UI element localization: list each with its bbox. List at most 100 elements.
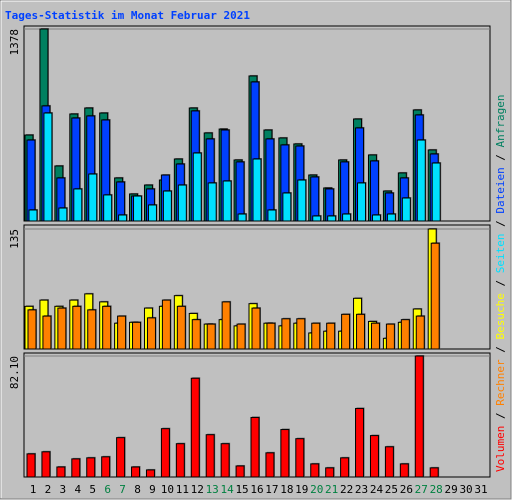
bar bbox=[384, 446, 394, 478]
x-tick-label: 2 bbox=[45, 483, 52, 496]
bar bbox=[310, 463, 320, 478]
bar bbox=[250, 416, 260, 478]
bar bbox=[401, 197, 411, 222]
bar bbox=[355, 407, 365, 478]
y-tick-label: 135 bbox=[8, 229, 21, 249]
bar bbox=[251, 307, 261, 350]
x-tick-label: 18 bbox=[280, 483, 293, 496]
x-tick-label: 7 bbox=[119, 483, 126, 496]
legend-entry: Seiten bbox=[494, 234, 507, 274]
bar bbox=[191, 319, 201, 350]
bar bbox=[147, 204, 157, 222]
bar bbox=[86, 457, 96, 478]
bar bbox=[26, 139, 36, 222]
bar bbox=[73, 188, 83, 222]
bar bbox=[340, 457, 350, 478]
bar bbox=[103, 194, 113, 222]
bar bbox=[221, 301, 231, 350]
y-tick-label: 82.10 bbox=[8, 356, 21, 389]
bar bbox=[340, 161, 350, 222]
bar bbox=[118, 214, 128, 222]
bar bbox=[101, 456, 111, 478]
legend-separator: / bbox=[494, 340, 507, 360]
x-tick-label: 16 bbox=[250, 483, 263, 496]
bar bbox=[132, 321, 142, 350]
bar bbox=[235, 465, 245, 478]
bar bbox=[190, 377, 200, 478]
bar bbox=[43, 112, 53, 222]
bar bbox=[280, 429, 290, 478]
bar bbox=[116, 437, 126, 478]
x-tick-label: 6 bbox=[104, 483, 111, 496]
bar bbox=[399, 463, 409, 478]
bar bbox=[131, 466, 141, 478]
bar bbox=[145, 469, 155, 478]
legend-entry: Besuche bbox=[494, 293, 507, 339]
legend: Volumen / Rechner / Besuche / Seiten / D… bbox=[494, 94, 507, 472]
legend-separator: / bbox=[494, 147, 507, 167]
x-tick-label: 22 bbox=[340, 483, 353, 496]
x-tick-label: 13 bbox=[206, 483, 219, 496]
bar bbox=[415, 315, 425, 350]
bar bbox=[237, 213, 247, 222]
x-tick-label: 30 bbox=[459, 483, 472, 496]
bar bbox=[58, 207, 68, 222]
x-tick-label: 8 bbox=[134, 483, 141, 496]
x-tick-label: 1 bbox=[30, 483, 37, 496]
bar bbox=[267, 209, 277, 222]
bar bbox=[72, 305, 82, 350]
bar bbox=[297, 179, 307, 222]
bar bbox=[206, 323, 216, 350]
bar bbox=[26, 453, 36, 478]
bar bbox=[282, 192, 292, 222]
bar bbox=[265, 138, 275, 222]
bar bbox=[27, 309, 37, 350]
x-tick-label: 26 bbox=[400, 483, 413, 496]
bar bbox=[207, 182, 217, 222]
bar bbox=[416, 139, 426, 222]
bar bbox=[222, 180, 232, 222]
bar bbox=[327, 215, 337, 222]
bar bbox=[205, 434, 215, 478]
x-tick-label: 5 bbox=[89, 483, 96, 496]
legend-separator: / bbox=[494, 214, 507, 234]
x-tick-label: 23 bbox=[355, 483, 368, 496]
bar bbox=[236, 323, 246, 350]
bar bbox=[252, 158, 262, 222]
bar bbox=[87, 309, 97, 350]
bar bbox=[369, 160, 379, 222]
legend-entry: Volumen bbox=[494, 426, 507, 472]
bar bbox=[162, 190, 172, 222]
bar bbox=[342, 213, 352, 222]
x-tick-label: 11 bbox=[176, 483, 189, 496]
x-tick-label: 20 bbox=[310, 483, 323, 496]
bar bbox=[56, 466, 66, 478]
x-tick-label: 12 bbox=[191, 483, 204, 496]
bar bbox=[385, 323, 395, 350]
bar bbox=[326, 322, 336, 350]
x-tick-label: 19 bbox=[295, 483, 308, 496]
bar bbox=[235, 161, 245, 222]
bar bbox=[177, 184, 187, 222]
x-tick-label: 9 bbox=[149, 483, 156, 496]
bar bbox=[295, 438, 305, 478]
bar bbox=[265, 452, 275, 478]
x-tick-label: 21 bbox=[325, 483, 338, 496]
bar bbox=[42, 315, 52, 350]
legend-entry: Rechner bbox=[494, 359, 507, 406]
bar bbox=[88, 173, 98, 222]
bar bbox=[28, 209, 38, 222]
x-tick-label: 25 bbox=[385, 483, 398, 496]
bar bbox=[160, 428, 170, 478]
bar bbox=[146, 317, 156, 350]
x-tick-label: 24 bbox=[370, 483, 384, 496]
bar bbox=[357, 182, 367, 222]
x-tick-label: 15 bbox=[235, 483, 248, 496]
bar bbox=[296, 318, 306, 350]
bar bbox=[266, 322, 276, 350]
bar bbox=[310, 176, 320, 222]
bar bbox=[371, 214, 381, 222]
y-tick-label: 1378 bbox=[8, 29, 21, 56]
legend-separator: / bbox=[494, 406, 507, 426]
